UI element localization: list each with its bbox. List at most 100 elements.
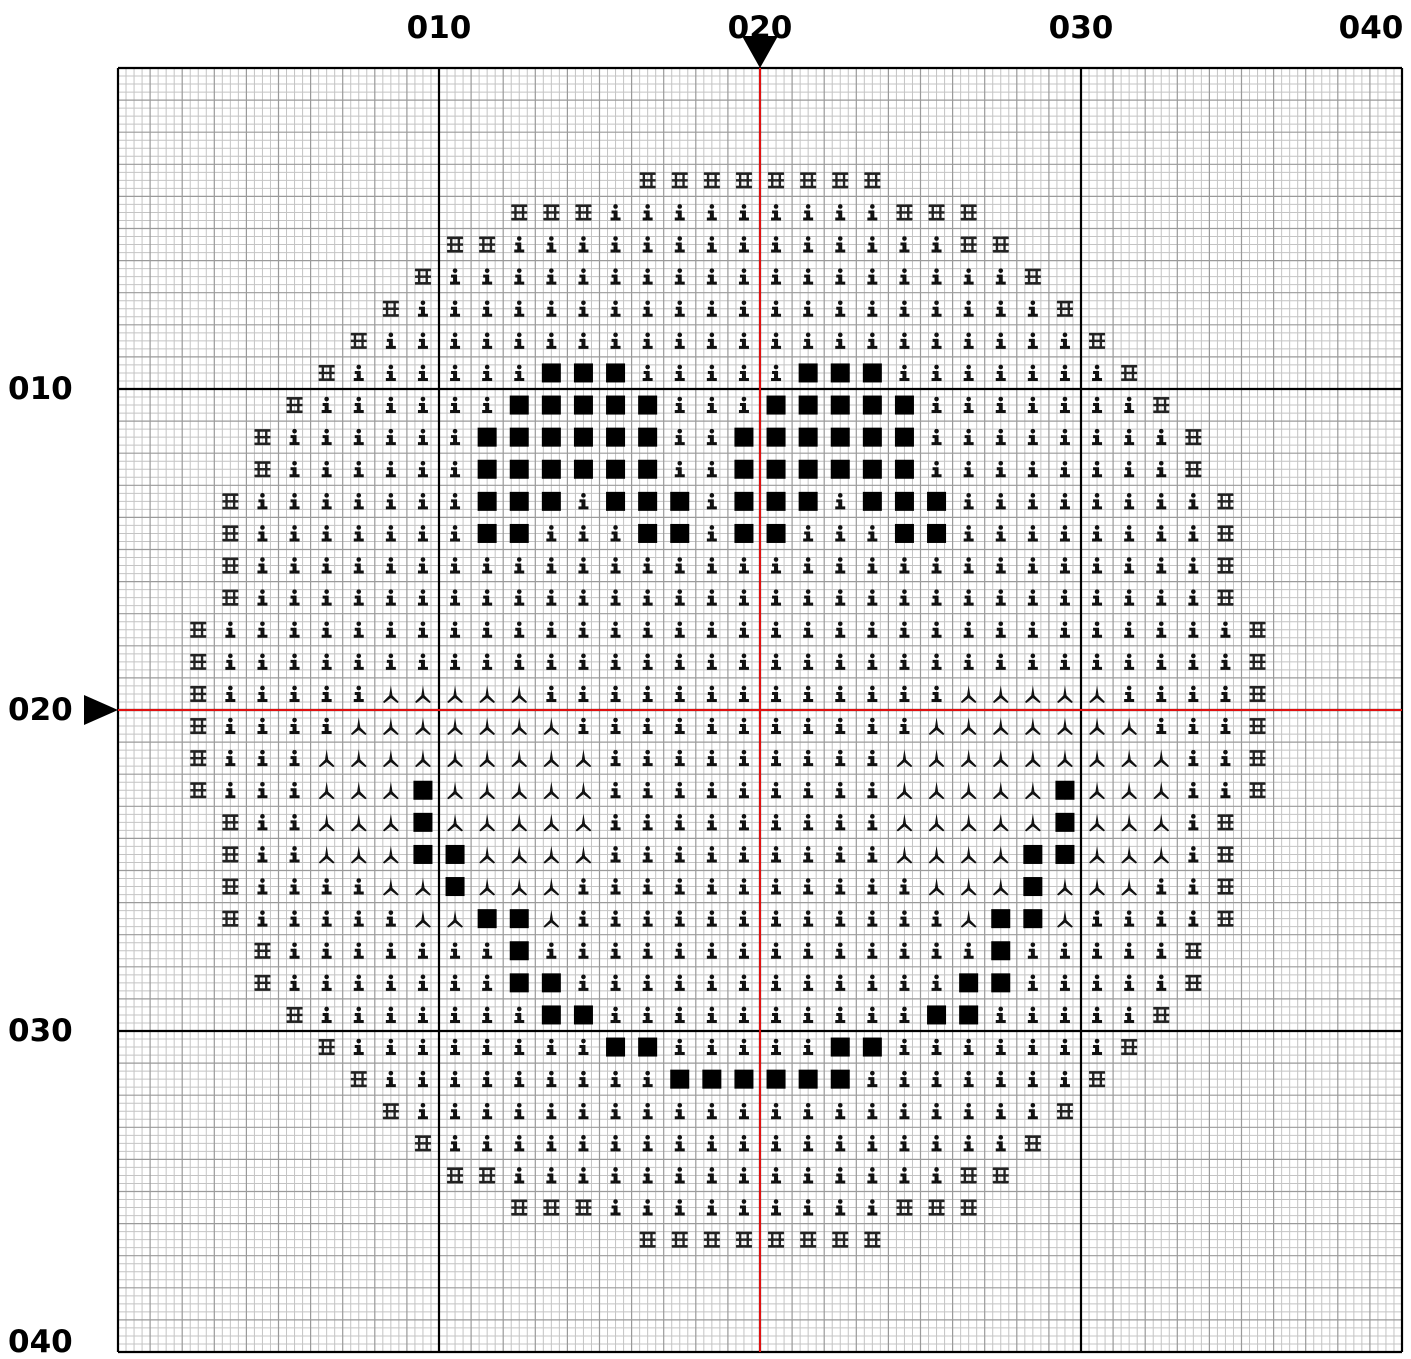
- outline-symbol: [1249, 653, 1266, 670]
- feature-symbol: [509, 459, 529, 479]
- outline-symbol: [1249, 750, 1266, 767]
- outline-symbol: [414, 1135, 431, 1152]
- feature-symbol: [798, 427, 818, 447]
- feature-symbol: [573, 363, 593, 383]
- feature-symbol: [509, 909, 529, 929]
- feature-symbol: [541, 395, 561, 415]
- feature-symbol: [927, 1005, 947, 1025]
- feature-symbol: [638, 491, 658, 511]
- outline-symbol: [1024, 268, 1041, 285]
- outline-symbol: [1249, 685, 1266, 702]
- outline-symbol: [1249, 718, 1266, 735]
- feature-symbol: [766, 1069, 786, 1089]
- outline-symbol: [254, 942, 271, 959]
- outline-symbol: [318, 1039, 335, 1056]
- feature-symbol: [573, 1005, 593, 1025]
- y-tick-label: 040: [8, 1324, 73, 1359]
- outline-symbol: [543, 1199, 560, 1216]
- outline-symbol: [800, 172, 817, 189]
- feature-symbol: [798, 1069, 818, 1089]
- outline-symbol: [222, 557, 239, 574]
- feature-symbol: [413, 844, 433, 864]
- feature-symbol: [927, 491, 947, 511]
- outline-symbol: [543, 204, 560, 221]
- feature-symbol: [1023, 844, 1043, 864]
- x-tick-label: 010: [407, 10, 472, 46]
- y-tick-label: 030: [8, 1013, 73, 1049]
- outline-symbol: [222, 814, 239, 831]
- feature-symbol: [509, 523, 529, 543]
- feature-symbol: [638, 1037, 658, 1057]
- feature-symbol: [894, 523, 914, 543]
- feature-symbol: [959, 1005, 979, 1025]
- outline-symbol: [1185, 429, 1202, 446]
- outline-symbol: [768, 172, 785, 189]
- feature-symbol: [638, 395, 658, 415]
- feature-symbol: [606, 363, 626, 383]
- outline-symbol: [190, 653, 207, 670]
- x-tick-label: 020: [728, 10, 793, 46]
- feature-symbol: [606, 459, 626, 479]
- feature-symbol: [830, 363, 850, 383]
- outline-symbol: [222, 878, 239, 895]
- feature-symbol: [766, 395, 786, 415]
- outline-symbol: [671, 172, 688, 189]
- feature-symbol: [830, 459, 850, 479]
- outline-symbol: [896, 1199, 913, 1216]
- outline-symbol: [832, 1231, 849, 1248]
- outline-symbol: [1249, 621, 1266, 638]
- feature-symbol: [670, 523, 690, 543]
- outline-symbol: [1153, 397, 1170, 414]
- feature-symbol: [477, 427, 497, 447]
- outline-symbol: [286, 1006, 303, 1023]
- feature-symbol: [862, 459, 882, 479]
- outline-symbol: [254, 974, 271, 991]
- outline-symbol: [350, 1071, 367, 1088]
- outline-symbol: [1089, 332, 1106, 349]
- feature-symbol: [959, 973, 979, 993]
- outline-symbol: [575, 204, 592, 221]
- outline-symbol: [735, 172, 752, 189]
- feature-symbol: [477, 459, 497, 479]
- feature-symbol: [734, 491, 754, 511]
- outline-symbol: [382, 300, 399, 317]
- feature-symbol: [606, 491, 626, 511]
- feature-symbol: [798, 491, 818, 511]
- feature-symbol: [927, 523, 947, 543]
- outline-symbol: [190, 685, 207, 702]
- outline-symbol: [1121, 1039, 1138, 1056]
- outline-symbol: [318, 364, 335, 381]
- feature-symbol: [541, 973, 561, 993]
- outline-symbol: [1185, 942, 1202, 959]
- y-tick-label: 020: [8, 692, 73, 728]
- outline-symbol: [928, 1199, 945, 1216]
- feature-symbol: [413, 780, 433, 800]
- feature-symbol: [766, 427, 786, 447]
- outline-symbol: [768, 1231, 785, 1248]
- outline-symbol: [960, 204, 977, 221]
- outline-symbol: [992, 1167, 1009, 1184]
- feature-symbol: [798, 363, 818, 383]
- outline-symbol: [1217, 493, 1234, 510]
- feature-symbol: [541, 427, 561, 447]
- feature-symbol: [798, 395, 818, 415]
- feature-symbol: [1055, 812, 1075, 832]
- feature-symbol: [862, 427, 882, 447]
- outline-symbol: [254, 429, 271, 446]
- outline-symbol: [447, 1167, 464, 1184]
- feature-symbol: [991, 941, 1011, 961]
- feature-symbol: [477, 523, 497, 543]
- feature-symbol: [991, 973, 1011, 993]
- outline-symbol: [703, 172, 720, 189]
- outline-symbol: [639, 172, 656, 189]
- feature-symbol: [1055, 844, 1075, 864]
- feature-symbol: [606, 427, 626, 447]
- feature-symbol: [541, 1005, 561, 1025]
- axis-labels: 010 020 030 040 010 020 030 040: [8, 10, 1403, 1359]
- feature-symbol: [541, 363, 561, 383]
- feature-symbol: [798, 459, 818, 479]
- feature-symbol: [830, 1069, 850, 1089]
- feature-symbol: [830, 395, 850, 415]
- outline-symbol: [350, 332, 367, 349]
- feature-symbol: [638, 523, 658, 543]
